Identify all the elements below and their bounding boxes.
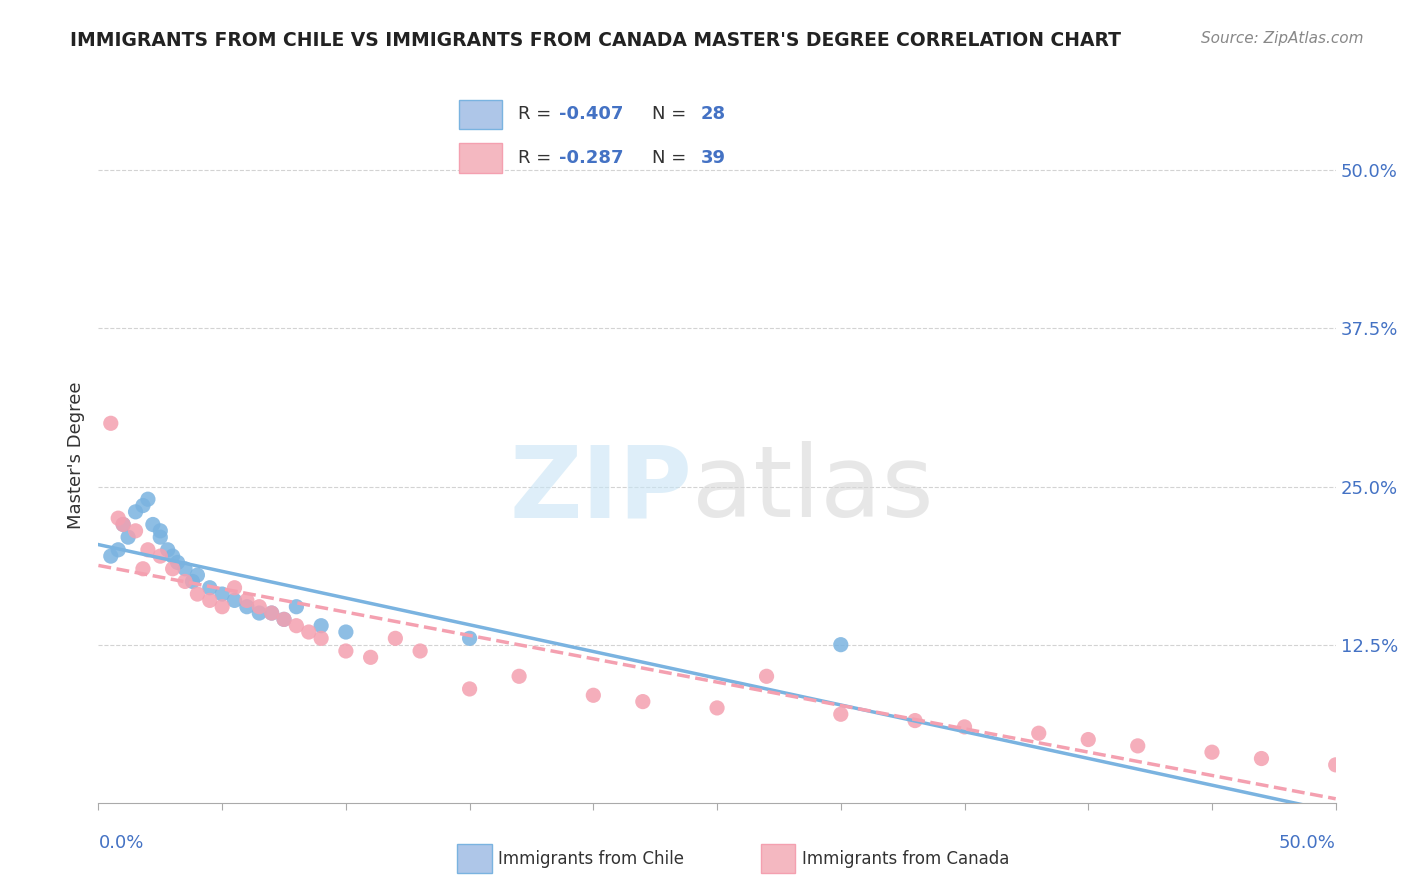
- Text: atlas: atlas: [692, 442, 934, 538]
- Point: [186, 568, 208, 582]
- Text: R =: R =: [517, 149, 557, 167]
- Point: [166, 556, 188, 570]
- Point: [100, 549, 122, 563]
- Point: [132, 499, 155, 513]
- Point: [1324, 757, 1347, 772]
- Point: [156, 542, 179, 557]
- Text: 39: 39: [700, 149, 725, 167]
- Point: [1126, 739, 1149, 753]
- Point: [953, 720, 976, 734]
- Point: [1028, 726, 1050, 740]
- Point: [174, 562, 197, 576]
- Point: [136, 542, 159, 557]
- Point: [124, 524, 146, 538]
- Point: [285, 618, 308, 632]
- Text: Immigrants from Chile: Immigrants from Chile: [498, 849, 685, 868]
- Point: [273, 612, 295, 626]
- Point: [260, 606, 283, 620]
- Point: [335, 644, 357, 658]
- FancyBboxPatch shape: [457, 844, 492, 873]
- Point: [458, 632, 481, 646]
- Text: ZIP: ZIP: [509, 442, 692, 538]
- Text: 50.0%: 50.0%: [1279, 834, 1336, 852]
- Point: [149, 524, 172, 538]
- Text: N =: N =: [651, 149, 692, 167]
- Point: [309, 618, 332, 632]
- Y-axis label: Master's Degree: Master's Degree: [66, 381, 84, 529]
- Point: [360, 650, 382, 665]
- Point: [181, 574, 204, 589]
- Point: [247, 606, 270, 620]
- Text: 0.0%: 0.0%: [98, 834, 143, 852]
- Point: [309, 632, 332, 646]
- Point: [107, 511, 129, 525]
- Point: [1077, 732, 1099, 747]
- Point: [236, 593, 259, 607]
- Point: [162, 562, 184, 576]
- Text: 28: 28: [700, 105, 725, 123]
- Point: [285, 599, 308, 614]
- Point: [830, 638, 852, 652]
- Point: [508, 669, 530, 683]
- Point: [582, 688, 605, 702]
- Point: [298, 625, 321, 640]
- Point: [211, 587, 233, 601]
- Point: [211, 599, 233, 614]
- Text: IMMIGRANTS FROM CHILE VS IMMIGRANTS FROM CANADA MASTER'S DEGREE CORRELATION CHAR: IMMIGRANTS FROM CHILE VS IMMIGRANTS FROM…: [70, 31, 1122, 50]
- Point: [112, 517, 135, 532]
- Point: [247, 599, 270, 614]
- FancyBboxPatch shape: [458, 100, 502, 129]
- Point: [142, 517, 165, 532]
- Point: [100, 417, 122, 431]
- Point: [458, 681, 481, 696]
- Point: [224, 581, 246, 595]
- Point: [136, 492, 159, 507]
- Point: [117, 530, 139, 544]
- Text: R =: R =: [517, 105, 557, 123]
- Point: [631, 695, 654, 709]
- Point: [830, 707, 852, 722]
- Point: [335, 625, 357, 640]
- Text: -0.287: -0.287: [560, 149, 623, 167]
- Point: [149, 549, 172, 563]
- Point: [706, 701, 728, 715]
- Text: N =: N =: [651, 105, 692, 123]
- FancyBboxPatch shape: [458, 143, 502, 172]
- Point: [755, 669, 778, 683]
- Point: [162, 549, 184, 563]
- Text: Source: ZipAtlas.com: Source: ZipAtlas.com: [1201, 31, 1364, 46]
- Point: [124, 505, 146, 519]
- Point: [384, 632, 406, 646]
- Text: -0.407: -0.407: [560, 105, 623, 123]
- Point: [224, 593, 246, 607]
- Point: [107, 542, 129, 557]
- Point: [273, 612, 295, 626]
- Point: [409, 644, 432, 658]
- Point: [260, 606, 283, 620]
- Point: [1201, 745, 1223, 759]
- Point: [1250, 751, 1272, 765]
- FancyBboxPatch shape: [761, 844, 796, 873]
- Point: [236, 599, 259, 614]
- Point: [112, 517, 135, 532]
- Point: [186, 587, 208, 601]
- Point: [174, 574, 197, 589]
- Point: [132, 562, 155, 576]
- Text: Immigrants from Canada: Immigrants from Canada: [801, 849, 1010, 868]
- Point: [198, 593, 221, 607]
- Point: [904, 714, 927, 728]
- Point: [149, 530, 172, 544]
- Point: [198, 581, 221, 595]
